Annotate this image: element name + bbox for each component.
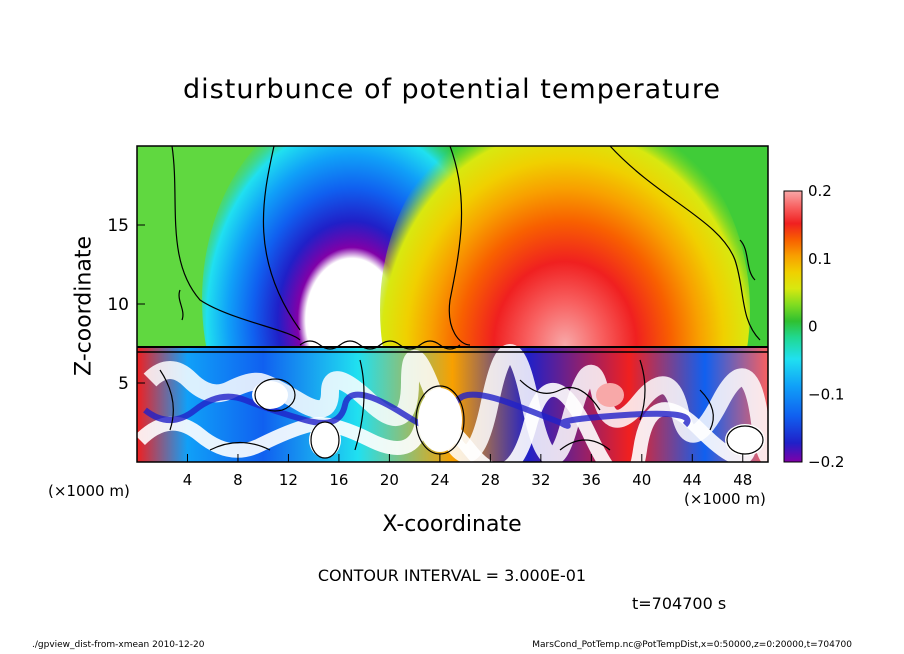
x-tick-label: 20	[380, 471, 399, 489]
y-tick-label: 5	[118, 374, 129, 394]
x-tick-label: 24	[430, 471, 449, 489]
x-tick-label: 8	[233, 471, 243, 489]
colorbar-tick-label: 0	[808, 318, 818, 336]
y-axis-ticks: 5 10 15	[107, 216, 145, 394]
colorbar-tick-label: 0.1	[808, 250, 832, 268]
x-tick-label: 4	[183, 471, 193, 489]
colorbar	[783, 190, 803, 463]
contour-interval-text: CONTOUR INTERVAL = 3.000E-01	[317, 566, 587, 585]
x-tick-label: 28	[481, 471, 500, 489]
footer-left: ./gpview_dist-from-xmean 2010-12-20	[32, 640, 205, 650]
x-tick-label: 36	[582, 471, 601, 489]
x-tick-label: 12	[279, 471, 298, 489]
footer-right: MarsCond_PotTemp.nc@PotTempDist,x=0:5000…	[532, 640, 852, 650]
chart-title: disturbunce of potential temperature	[183, 74, 721, 105]
y-tick-label: 15	[107, 216, 129, 236]
contour-lines	[137, 146, 768, 459]
colorbar-ticks: 0.2 0.1 0 −0.1 −0.2	[808, 182, 844, 471]
y-tick-label: 10	[107, 295, 129, 315]
time-stamp: t=704700 s	[632, 594, 727, 613]
x-tick-label: 44	[683, 471, 702, 489]
y-axis-label: Z-coordinate	[71, 236, 97, 376]
x-unit-label-right: (×1000 m)	[684, 490, 766, 508]
heatmap-field	[137, 146, 768, 462]
colorbar-tick-label: 0.2	[808, 182, 832, 200]
x-axis-ticks: 4 8 12 16 20 24 28 32 36 40 44 48	[183, 454, 752, 489]
x-tick-label: 48	[733, 471, 752, 489]
x-tick-label: 32	[531, 471, 550, 489]
x-tick-label: 40	[632, 471, 651, 489]
x-axis-label: X-coordinate	[382, 512, 522, 537]
colorbar-tick-label: −0.2	[808, 453, 844, 471]
colorbar-tick-label: −0.1	[808, 385, 844, 403]
x-tick-label: 16	[329, 471, 348, 489]
x-unit-label-left: (×1000 m)	[48, 482, 130, 500]
